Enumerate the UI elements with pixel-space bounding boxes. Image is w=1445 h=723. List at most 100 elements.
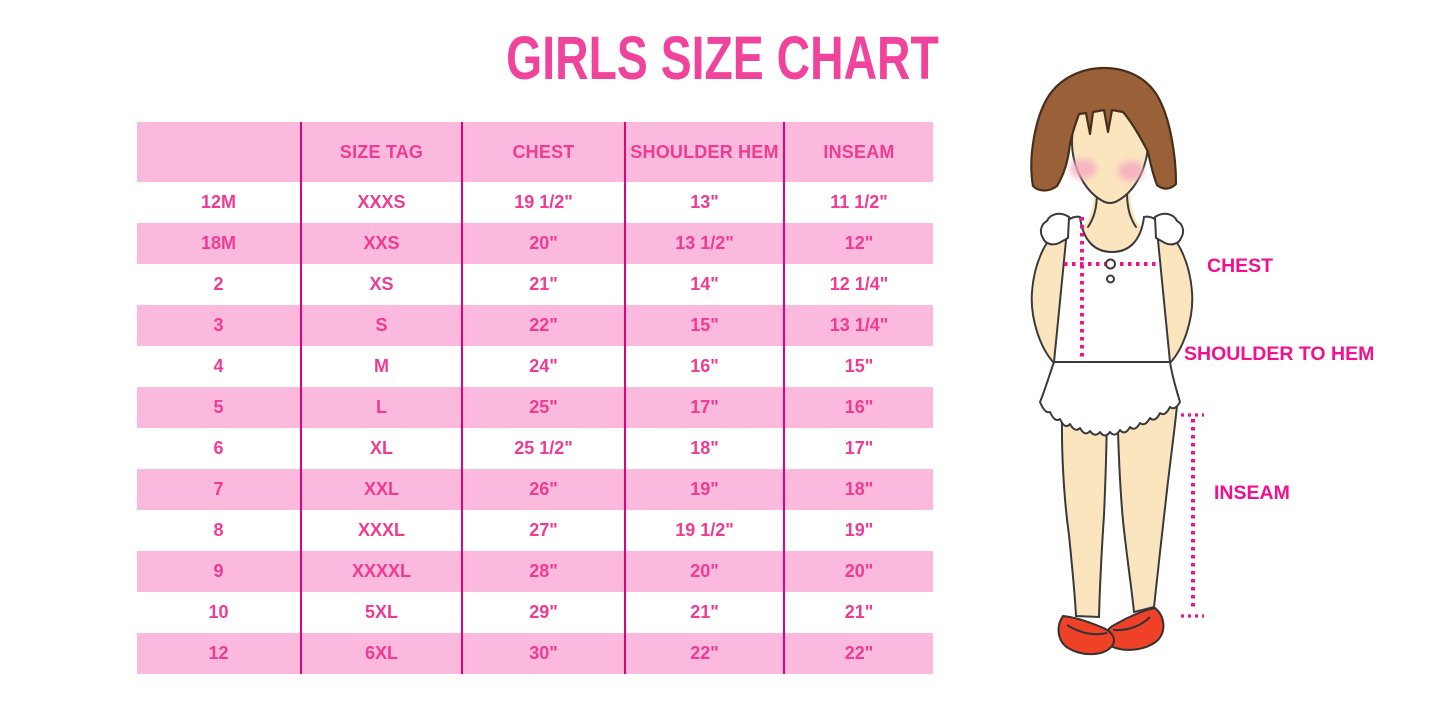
table-cell: 7 xyxy=(213,479,224,499)
table-cell: 5XL xyxy=(300,592,461,633)
measurement-figure: CHEST SHOULDER TO HEM INSEAM xyxy=(1020,55,1380,665)
table-cell: 16" xyxy=(624,346,783,387)
girl-left-leg xyxy=(1060,394,1109,619)
table-cell: 29" xyxy=(461,592,624,633)
table-cell: M xyxy=(300,346,461,387)
table-cell: 12M xyxy=(200,192,236,212)
table-cell: 2 xyxy=(213,274,224,294)
column-header-blank xyxy=(137,122,300,182)
table-cell: 26" xyxy=(461,469,624,510)
table-cell: 22" xyxy=(461,305,624,346)
table-cell: 15" xyxy=(624,305,783,346)
table-cell: 6XL xyxy=(300,633,461,674)
table-row: 12M XXXS 19 1/2" 13" 11 1/2" xyxy=(137,182,933,223)
table-cell: 17" xyxy=(624,387,783,428)
girl-left-shoe xyxy=(1057,614,1115,656)
table-cell: 27" xyxy=(461,510,624,551)
table-cell: 8 xyxy=(213,520,224,540)
inseam-label: INSEAM xyxy=(1214,482,1290,504)
girl-blush-left xyxy=(1070,159,1096,179)
shoulder-to-hem-label: SHOULDER TO HEM xyxy=(1184,343,1374,365)
table-cell: 4 xyxy=(213,356,224,376)
table-cell: 19" xyxy=(624,469,783,510)
table-cell: 28" xyxy=(461,551,624,592)
table-cell: 19" xyxy=(783,510,933,551)
girl-neck-outline-right xyxy=(1126,191,1137,228)
table-cell: 18" xyxy=(783,469,933,510)
table-row: 5 L 25" 17" 16" xyxy=(137,387,933,428)
table-row: 9 XXXXL 28" 20" 20" xyxy=(137,551,933,592)
table-cell: XXXL xyxy=(300,510,461,551)
table-cell: 12" xyxy=(783,223,933,264)
table-cell: 6 xyxy=(213,438,224,458)
table-row: 6 XL 25 1/2" 18" 17" xyxy=(137,428,933,469)
girl-illustration: CHEST SHOULDER TO HEM INSEAM xyxy=(1030,66,1374,656)
girl-shoulder-ruffle-right xyxy=(1154,212,1185,246)
table-cell: 10 xyxy=(208,602,229,622)
column-header-shoulder-hem: SHOULDER HEM xyxy=(624,122,783,182)
table-cell: 13" xyxy=(624,182,783,223)
table-cell: 30" xyxy=(461,633,624,674)
table-cell: 13 1/2" xyxy=(624,223,783,264)
girl-skirt xyxy=(1039,361,1181,437)
girl-right-shoe-opening xyxy=(1112,616,1151,632)
table-cell: 13 1/4" xyxy=(783,305,933,346)
table-row: 18M XXS 20" 13 1/2" 12" xyxy=(137,223,933,264)
table-cell: S xyxy=(300,305,461,346)
table-cell: 20" xyxy=(783,551,933,592)
table-cell: L xyxy=(300,387,461,428)
size-table-body: 12M XXXS 19 1/2" 13" 11 1/2" 18M XXS 20" 13 1/2"… xyxy=(137,182,933,674)
girl-right-leg xyxy=(1115,394,1180,614)
table-cell: 9 xyxy=(213,561,224,581)
table-cell: XXL xyxy=(300,469,461,510)
table-cell: XXS xyxy=(300,223,461,264)
table-row: 4 M 24" 16" 15" xyxy=(137,346,933,387)
table-cell: 11 1/2" xyxy=(783,182,933,223)
table-cell: 19 1/2" xyxy=(624,510,783,551)
table-cell: 20" xyxy=(624,551,783,592)
table-cell: 24" xyxy=(461,346,624,387)
table-cell: 19 1/2" xyxy=(461,182,624,223)
girl-neck xyxy=(1074,186,1150,258)
table-row: 2 XS 21" 14" 12 1/4" xyxy=(137,264,933,305)
table-header-row: SIZE TAG CHEST SHOULDER HEM INSEAM xyxy=(137,122,933,182)
table-cell: 22" xyxy=(783,633,933,674)
table-cell: 18" xyxy=(624,428,783,469)
table-cell: XL xyxy=(300,428,461,469)
table-cell: XS xyxy=(300,264,461,305)
table-cell: 21" xyxy=(461,264,624,305)
table-cell: 16" xyxy=(783,387,933,428)
column-header-chest: CHEST xyxy=(461,122,624,182)
table-cell: 21" xyxy=(783,592,933,633)
table-row: 12 6XL 30" 22" 22" xyxy=(137,633,933,674)
girl-blush-right xyxy=(1118,161,1144,181)
girl-left-shoe-opening xyxy=(1066,624,1108,636)
table-cell: 25 1/2" xyxy=(461,428,624,469)
column-header-inseam: INSEAM xyxy=(783,122,933,182)
table-cell: 25" xyxy=(461,387,624,428)
shirt-button-bottom xyxy=(1106,274,1115,284)
shirt-button-top xyxy=(1105,258,1116,270)
page-title: GIRLS SIZE CHART xyxy=(506,24,939,92)
table-cell: 12 xyxy=(208,643,229,663)
column-header-size-tag: SIZE TAG xyxy=(300,122,461,182)
chest-label: CHEST xyxy=(1207,255,1273,277)
girl-shoulder-ruffle-left xyxy=(1039,212,1070,246)
table-cell: 21" xyxy=(624,592,783,633)
table-cell: 20" xyxy=(461,223,624,264)
table-cell: 17" xyxy=(783,428,933,469)
table-cell: 5 xyxy=(213,397,224,417)
table-cell: XXXXL xyxy=(300,551,461,592)
table-cell: 18M xyxy=(200,233,236,253)
table-cell: 3 xyxy=(213,315,224,335)
table-cell: XXXS xyxy=(300,182,461,223)
girl-shirt xyxy=(1052,215,1172,363)
table-cell: 12 1/4" xyxy=(783,264,933,305)
table-cell: 22" xyxy=(624,633,783,674)
table-row: 7 XXL 26" 19" 18" xyxy=(137,469,933,510)
table-cell: 15" xyxy=(783,346,933,387)
table-row: 10 5XL 29" 21" 21" xyxy=(137,592,933,633)
girl-hair xyxy=(1030,66,1178,192)
girls-size-table: SIZE TAG CHEST SHOULDER HEM INSEAM 12M XX… xyxy=(137,122,933,674)
table-cell: 14" xyxy=(624,264,783,305)
